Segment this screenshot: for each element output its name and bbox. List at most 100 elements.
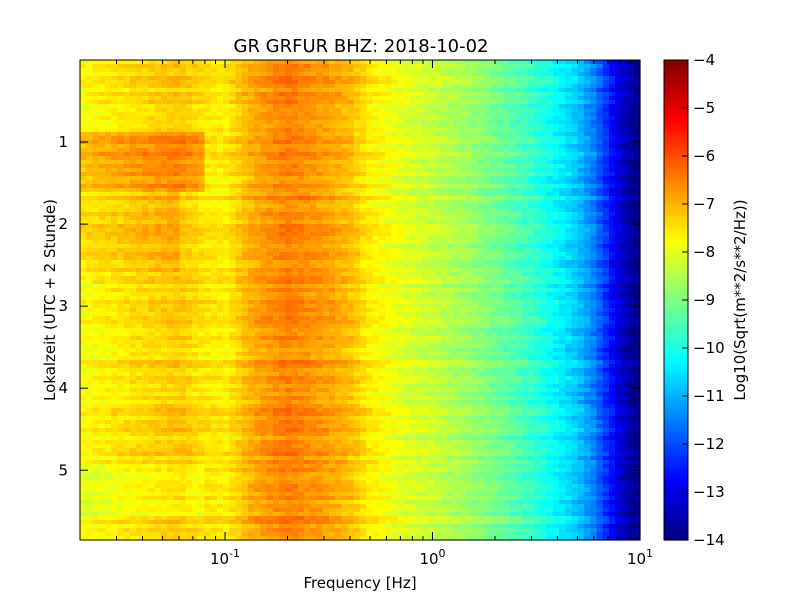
heatmap-cell — [490, 68, 498, 73]
heatmap-cell — [577, 140, 585, 145]
heatmap-cell — [584, 248, 591, 253]
heatmap-cell — [266, 188, 274, 193]
heatmap-cell — [123, 168, 131, 173]
heatmap-cell — [428, 228, 436, 233]
heatmap-cell — [117, 196, 125, 201]
heatmap-cell — [416, 248, 423, 253]
heatmap-cell — [204, 132, 212, 137]
heatmap-cell — [254, 168, 262, 173]
heatmap-cell — [416, 68, 423, 73]
heatmap-cell — [621, 240, 629, 245]
heatmap-cell — [92, 280, 100, 285]
heatmap-cell — [509, 132, 517, 137]
heatmap-cell — [260, 248, 268, 253]
heatmap-cell — [416, 172, 423, 177]
heatmap-cell — [179, 160, 187, 165]
heatmap-cell — [92, 268, 100, 273]
heatmap-cell — [571, 196, 579, 201]
heatmap-cell — [465, 124, 473, 129]
heatmap-cell — [584, 132, 591, 137]
heatmap-cell — [565, 60, 573, 65]
heatmap-cell — [416, 124, 423, 129]
heatmap-cell — [509, 60, 517, 65]
heatmap-cell — [434, 160, 442, 165]
heatmap-cell — [552, 124, 560, 129]
heatmap-cell — [347, 172, 355, 177]
heatmap-cell — [272, 116, 280, 121]
heatmap-cell — [185, 60, 193, 65]
heatmap-cell — [223, 116, 230, 121]
heatmap-cell — [366, 132, 374, 137]
heatmap-cell — [229, 140, 237, 145]
heatmap-cell — [577, 84, 585, 89]
heatmap-cell — [80, 92, 87, 97]
heatmap-cell — [459, 204, 467, 209]
heatmap-cell — [179, 196, 187, 201]
heatmap-cell — [160, 276, 168, 281]
heatmap-cell — [92, 240, 100, 245]
heatmap-cell — [160, 280, 168, 285]
heatmap-cell — [422, 200, 430, 205]
heatmap-cell — [285, 180, 293, 185]
heatmap-cell — [310, 88, 318, 93]
heatmap-cell — [80, 260, 87, 265]
heatmap-cell — [633, 112, 641, 117]
heatmap-cell — [92, 84, 100, 89]
heatmap-cell — [440, 116, 448, 121]
heatmap-cell — [596, 204, 604, 209]
heatmap-cell — [571, 264, 579, 269]
heatmap-cell — [279, 192, 286, 197]
heatmap-cell — [627, 108, 635, 113]
heatmap-cell — [534, 164, 542, 169]
heatmap-cell — [148, 116, 156, 121]
heatmap-cell — [216, 216, 224, 221]
heatmap-cell — [285, 80, 293, 85]
heatmap-cell — [378, 252, 386, 257]
heatmap-cell — [173, 100, 181, 105]
heatmap-cell — [416, 188, 423, 193]
heatmap-cell — [285, 132, 293, 137]
heatmap-cell — [584, 112, 591, 117]
heatmap-cell — [496, 276, 504, 281]
heatmap-cell — [360, 64, 367, 69]
heatmap-cell — [627, 216, 635, 221]
heatmap-cell — [291, 96, 299, 101]
heatmap-cell — [378, 260, 386, 265]
heatmap-cell — [179, 164, 187, 169]
heatmap-cell — [98, 88, 106, 93]
heatmap-cell — [397, 276, 405, 281]
heatmap-cell — [490, 212, 498, 217]
heatmap-cell — [416, 240, 423, 245]
heatmap-cell — [167, 64, 174, 69]
heatmap-cell — [86, 104, 94, 109]
heatmap-cell — [142, 280, 150, 285]
heatmap-cell — [210, 160, 218, 165]
heatmap-cell — [86, 140, 94, 145]
heatmap-cell — [434, 164, 442, 169]
heatmap-cell — [235, 152, 243, 157]
heatmap-cell — [129, 184, 137, 189]
heatmap-cell — [328, 112, 336, 117]
heatmap-cell — [111, 256, 118, 261]
heatmap-cell — [266, 248, 274, 253]
heatmap-cell — [328, 128, 336, 133]
heatmap-cell — [148, 212, 156, 217]
heatmap-cell — [291, 128, 299, 133]
heatmap-cell — [322, 164, 330, 169]
heatmap-cell — [621, 88, 629, 93]
heatmap-cell — [621, 128, 629, 133]
heatmap-cell — [353, 272, 361, 277]
heatmap-cell — [397, 136, 405, 141]
heatmap-cell — [148, 248, 156, 253]
heatmap-cell — [129, 68, 137, 73]
heatmap-cell — [490, 196, 498, 201]
heatmap-cell — [185, 228, 193, 233]
heatmap-cell — [341, 136, 349, 141]
heatmap-cell — [391, 92, 398, 97]
heatmap-cell — [521, 228, 529, 233]
heatmap-cell — [129, 260, 137, 265]
heatmap-cell — [515, 188, 523, 193]
heatmap-cell — [285, 64, 293, 69]
heatmap-cell — [552, 208, 560, 213]
